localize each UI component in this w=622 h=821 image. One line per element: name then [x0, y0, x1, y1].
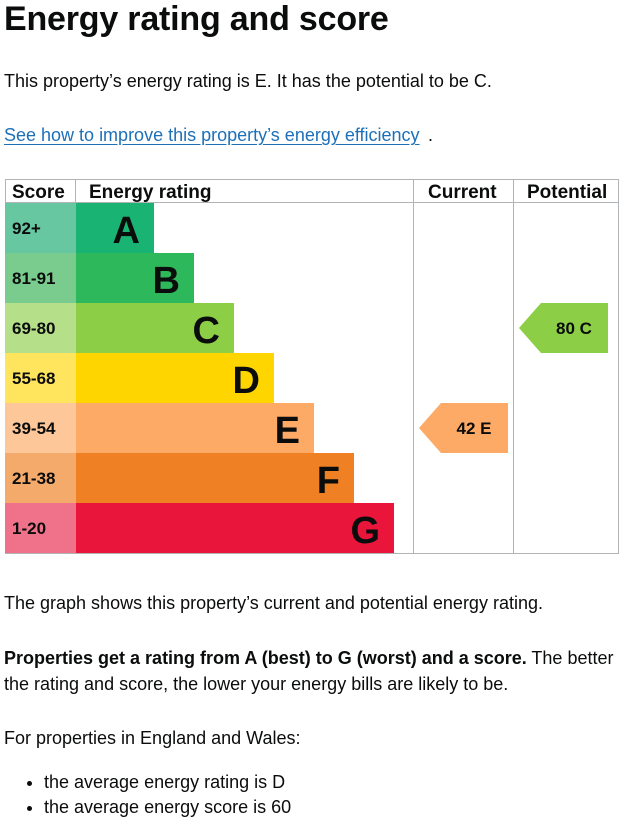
band-score-label-b: 81-91: [12, 269, 55, 288]
average-list: the average energy rating is D the avera…: [4, 770, 291, 820]
page-title: Energy rating and score: [4, 0, 389, 38]
band-score-label-f: 21-38: [12, 469, 55, 488]
band-letter-e: E: [275, 410, 300, 452]
rating-summary: This property’s energy rating is E. It h…: [4, 71, 492, 91]
header-current: Current: [428, 182, 497, 203]
energy-rating-chart: 92+ A81-91 B69-80 C55-68 D39-54 E21-38 F1-20 G …: [5, 179, 619, 554]
band-score-cell-d: [5, 353, 76, 403]
band-score-label-g: 1-20: [12, 519, 46, 538]
band-score-cell-e: [5, 403, 76, 453]
regional-intro: For properties in England and Wales:: [4, 728, 301, 748]
band-score-label-d: 55-68: [12, 369, 55, 388]
header-energy-rating: Energy rating: [89, 182, 211, 203]
band-score-label-e: 39-54: [12, 419, 56, 438]
average-score-item: the average energy score is 60: [44, 795, 291, 820]
improve-efficiency-link[interactable]: See how to improve this property’s energ…: [4, 125, 420, 145]
band-letter-a: A: [113, 210, 140, 252]
band-bar-f: [76, 453, 354, 503]
band-score-label-c: 69-80: [12, 319, 55, 338]
potential-rating-arrow-label: 80 C: [556, 319, 592, 338]
band-letter-c: C: [193, 310, 220, 352]
current-rating-arrow-label: 42 E: [457, 419, 492, 438]
band-bar-d: [76, 353, 274, 403]
ratings-explanation: Properties get a rating from A (best) to…: [4, 645, 616, 697]
band-letter-g: G: [350, 510, 380, 552]
band-letter-b: B: [153, 260, 180, 302]
average-rating-item: the average energy rating is D: [44, 770, 291, 795]
band-score-cell-c: [5, 303, 76, 353]
band-bar-b: [76, 253, 194, 303]
band-letter-f: F: [317, 460, 340, 502]
potential-rating-arrow: [519, 303, 608, 353]
header-score: Score: [12, 182, 65, 203]
ratings-explanation-rest: The better the rating and score, the low…: [4, 648, 614, 694]
chart-arrows: 42 E 80 C: [419, 303, 608, 453]
band-score-cell-f: [5, 453, 76, 503]
chart-headers: Score Energy rating Current Potential: [12, 182, 607, 203]
chart-bands: 92+ A 81-91 B 69-80 C 55-68 D 39-54 E 21-38 F 1-20 G: [5, 203, 394, 553]
ratings-explanation-bold: Properties get a rating from A (best) to…: [4, 648, 527, 668]
band-score-cell-g: [5, 503, 76, 553]
graph-caption: The graph shows this property’s current …: [4, 593, 543, 613]
header-potential: Potential: [527, 182, 607, 203]
band-bar-g: [76, 503, 394, 553]
current-rating-arrow: [419, 403, 508, 453]
band-score-label-a: 92+: [12, 219, 41, 238]
band-score-cell-a: [5, 203, 76, 253]
band-bar-e: [76, 403, 314, 453]
band-bar-a: [76, 203, 154, 253]
band-score-cell-b: [5, 253, 76, 303]
band-letter-d: D: [233, 360, 260, 402]
band-bar-c: [76, 303, 234, 353]
link-full-stop: .: [428, 125, 434, 145]
